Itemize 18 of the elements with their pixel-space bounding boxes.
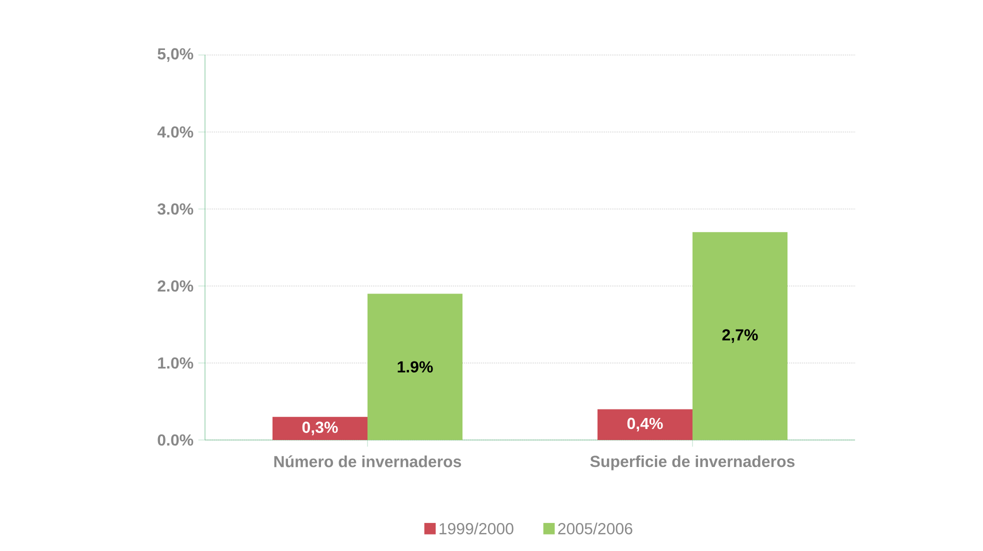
y-tick-label: 0.0%: [158, 434, 194, 446]
y-tick-label: 2.0%: [158, 280, 194, 292]
x-tick-label: Superficie de invernaderos: [590, 455, 795, 470]
legend-label: 1999/2000: [440, 522, 514, 534]
bar: [368, 294, 462, 440]
y-tick-label: 5,0%: [158, 48, 194, 62]
y-tick-label: 3.0%: [158, 203, 194, 215]
data-label: 0,4%: [627, 418, 663, 432]
legend-label: 2005/2006: [558, 522, 632, 534]
bar: [692, 232, 788, 440]
data-label: 0,3%: [302, 422, 338, 436]
bar: [598, 409, 693, 440]
data-label: 1.9%: [398, 361, 433, 373]
y-tick-label: 4.0%: [157, 126, 194, 138]
y-tick-label: 1.0%: [158, 357, 194, 369]
x-tick-label: Número de invernaderos: [274, 455, 462, 468]
data-label: 2,7%: [722, 329, 758, 343]
bar: [272, 416, 368, 440]
